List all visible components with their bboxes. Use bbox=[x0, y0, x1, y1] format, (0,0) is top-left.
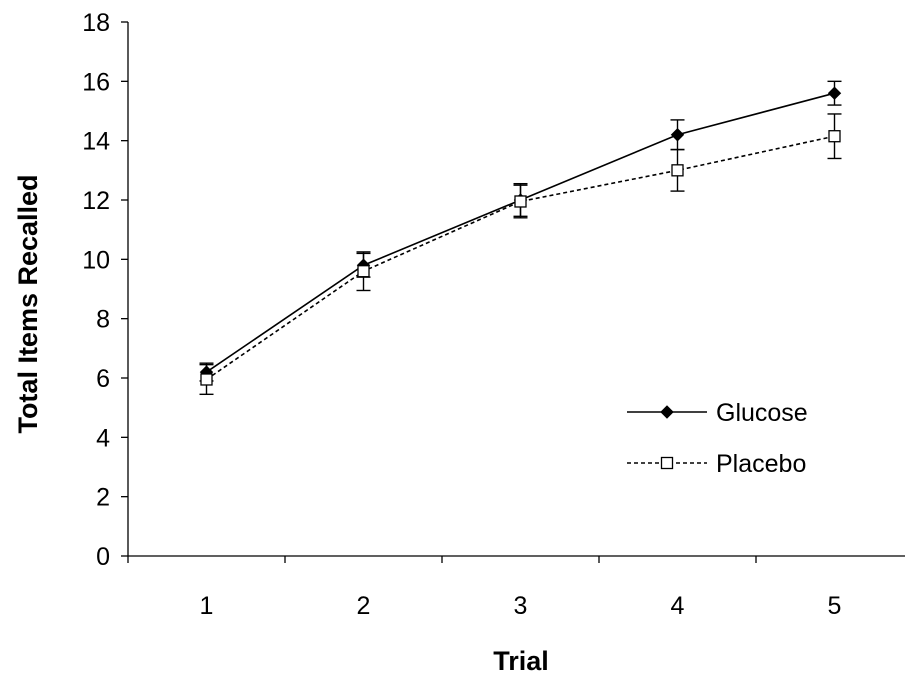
legend: Glucose Placebo bbox=[627, 399, 808, 478]
data-point-square bbox=[357, 265, 370, 278]
x-tick-label: 3 bbox=[514, 592, 528, 620]
y-axis-ticks: 0 2 4 6 8 10 12 14 16 18 bbox=[82, 9, 128, 571]
y-tick-label: 12 bbox=[82, 187, 110, 215]
y-tick-label: 18 bbox=[82, 9, 110, 37]
legend-item-glucose: Glucose bbox=[627, 399, 808, 427]
legend-item-placebo: Placebo bbox=[627, 450, 806, 478]
legend-square-marker bbox=[660, 456, 674, 470]
series-line bbox=[206, 92, 835, 373]
data-point-square bbox=[200, 373, 213, 386]
y-tick-label: 10 bbox=[82, 246, 110, 274]
axes bbox=[127, 22, 905, 557]
x-tick-label: 4 bbox=[671, 592, 685, 620]
series-glucose bbox=[199, 80, 842, 382]
legend-label: Glucose bbox=[716, 399, 808, 427]
x-axis-title: Trial bbox=[493, 646, 549, 676]
legend-label: Placebo bbox=[716, 450, 806, 478]
x-tick-label: 5 bbox=[828, 592, 842, 620]
y-tick-label: 0 bbox=[96, 543, 110, 571]
y-tick-label: 6 bbox=[96, 365, 110, 393]
data-point-diamond bbox=[670, 128, 685, 142]
y-tick-label: 2 bbox=[96, 484, 110, 512]
data-point-square bbox=[514, 195, 527, 208]
y-axis-title: Total Items Recalled bbox=[13, 174, 43, 433]
legend-diamond-marker bbox=[660, 405, 674, 419]
y-tick-label: 8 bbox=[96, 306, 110, 334]
y-tick-label: 16 bbox=[82, 68, 110, 96]
data-point-square bbox=[828, 130, 841, 143]
series-layer bbox=[199, 80, 842, 396]
y-tick-label: 4 bbox=[96, 424, 110, 452]
x-tick-label: 2 bbox=[357, 592, 371, 620]
data-point-square bbox=[671, 164, 684, 177]
data-point-diamond bbox=[827, 86, 842, 100]
series-placebo bbox=[199, 113, 842, 396]
series-line bbox=[206, 135, 835, 381]
y-tick-label: 14 bbox=[82, 128, 110, 156]
x-tick-label: 1 bbox=[200, 592, 214, 620]
x-axis-ticks: 1 2 3 4 5 bbox=[127, 556, 842, 620]
